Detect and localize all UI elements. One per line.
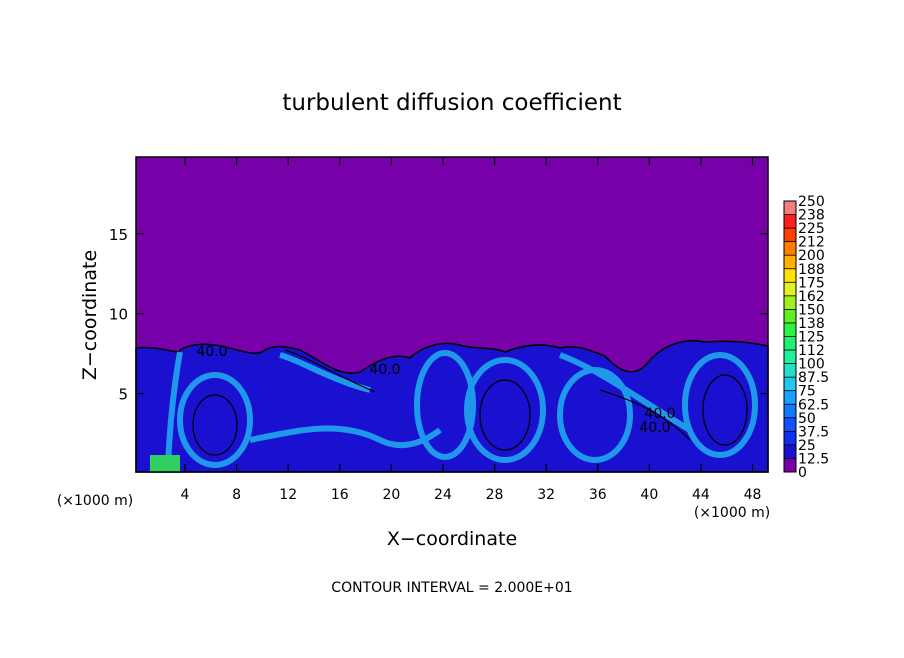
- x-tick-label: 40: [640, 487, 658, 503]
- colorbar-band: [784, 377, 796, 391]
- colorbar-band: [784, 336, 796, 351]
- x-tick-label: 48: [744, 487, 762, 503]
- field-swirls: [165, 350, 758, 468]
- colorbar-band: [784, 363, 796, 378]
- colorbar-band: [784, 350, 796, 364]
- colorbar-band: [784, 390, 796, 405]
- colorbar-label: 175: [798, 275, 825, 291]
- x-tick-label: 28: [486, 487, 504, 503]
- chart-title: turbulent diffusion coefficient: [282, 90, 621, 116]
- x-tick-label: 20: [382, 487, 400, 503]
- field-patch: [150, 455, 180, 472]
- colorbar-band: [784, 268, 796, 283]
- contour-label: 40.0: [639, 420, 670, 436]
- colorbar-band: [784, 255, 796, 269]
- colorbar-band: [784, 404, 796, 418]
- x-tick-label: 36: [589, 487, 607, 503]
- colorbar-label: 238: [798, 208, 825, 224]
- x-tick-label: 32: [537, 487, 555, 503]
- colorbar-label: 12.5: [798, 451, 829, 467]
- x-tick-label: 16: [331, 487, 349, 503]
- x-tick-label: 12: [279, 487, 297, 503]
- x-tick-label: 44: [692, 487, 710, 503]
- colorbar-label: 50: [798, 411, 816, 427]
- contour-label: 40.0: [196, 344, 227, 360]
- colorbar-label: 212: [798, 235, 825, 251]
- y-axis-label: Z−coordinate: [79, 250, 101, 380]
- colorbar-band: [784, 282, 796, 296]
- colorbar-label: 100: [798, 357, 825, 373]
- contour-label: 40.0: [369, 362, 400, 378]
- y-tick-label: 15: [109, 226, 128, 244]
- colorbar-band: [784, 431, 796, 445]
- colorbar-band: [784, 458, 796, 472]
- colorbar-label: 150: [798, 302, 825, 318]
- x-axis-label: X−coordinate: [387, 528, 517, 550]
- colorbar-band: [784, 295, 796, 310]
- colorbar-label: 0: [798, 465, 807, 481]
- x-tick-label: 24: [434, 487, 452, 503]
- colorbar-label: 138: [798, 316, 825, 332]
- colorbar-band: [784, 214, 796, 229]
- colorbar-band: [784, 201, 796, 215]
- colorbar-label: 37.5: [798, 424, 829, 440]
- colorbar-label: 162: [798, 289, 825, 305]
- colorbar-band: [784, 241, 796, 256]
- colorbar-band: [784, 444, 796, 459]
- y-unit-label: (×1000 m): [57, 493, 133, 509]
- x-tick-label: 4: [181, 487, 190, 503]
- colorbar-label: 25: [798, 438, 816, 454]
- colorbar-band: [784, 309, 796, 323]
- x-unit-label: (×1000 m): [694, 505, 770, 521]
- colorbar-label: 75: [798, 384, 816, 400]
- colorbar-label: 225: [798, 221, 825, 237]
- colorbar-label: 188: [798, 262, 825, 278]
- field: [135, 157, 769, 473]
- colorbar-label: 200: [798, 248, 825, 264]
- colorbar-label: 250: [798, 194, 825, 210]
- contour-label: 40.0: [644, 406, 675, 422]
- colorbar-label: 125: [798, 330, 825, 346]
- colorbar-band: [784, 228, 796, 242]
- field-contours: [192, 349, 748, 456]
- colorbar-label: 112: [798, 343, 825, 359]
- plot-frame: [135, 156, 769, 473]
- colorbar-label: 87.5: [798, 370, 829, 386]
- y-tick-label: 10: [109, 306, 128, 324]
- colorbar-band: [784, 417, 796, 432]
- colorbar-band: [784, 322, 796, 337]
- y-tick-label: 5: [118, 386, 128, 404]
- colorbar-label: 62.5: [798, 397, 829, 413]
- x-tick-label: 8: [232, 487, 241, 503]
- footnote: CONTOUR INTERVAL = 2.000E+01: [331, 580, 572, 596]
